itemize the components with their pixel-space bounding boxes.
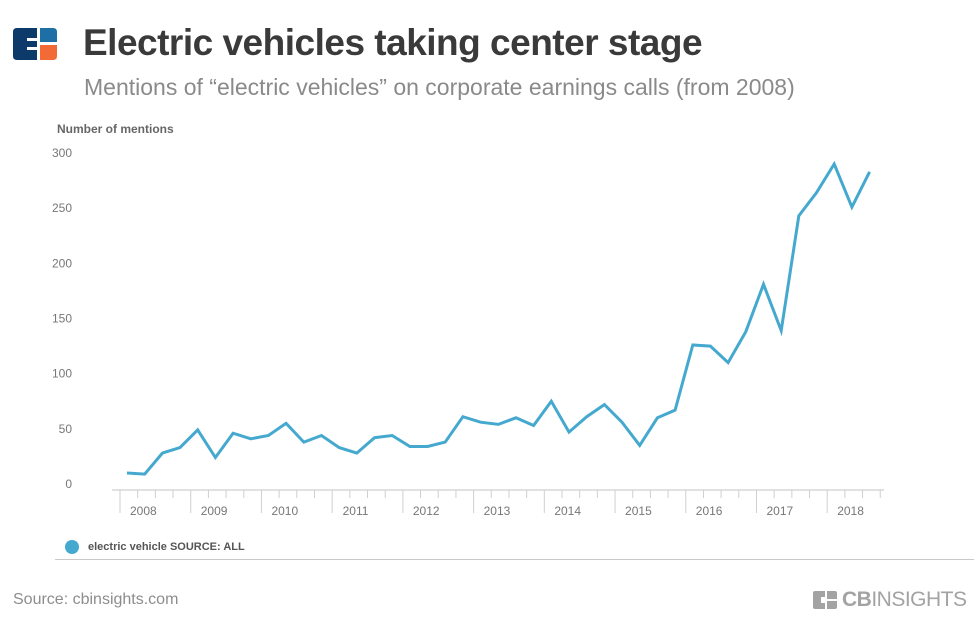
y-tick-label: 200	[52, 256, 72, 270]
y-tick-label: 300	[52, 146, 72, 160]
x-tick-label: 2018	[837, 504, 864, 518]
logo-navy-block	[13, 28, 37, 60]
y-tick-label: 150	[52, 312, 72, 326]
series-line	[126, 160, 871, 476]
legend-label: electric vehicle SOURCE: ALL	[88, 541, 245, 553]
logo-navy-bar	[27, 41, 37, 47]
brand-wordmark-light: INSIGHTS	[871, 588, 967, 611]
x-tick-label: 2014	[554, 504, 581, 518]
y-tick-label: 50	[59, 422, 73, 436]
x-tick-label: 2016	[696, 504, 723, 518]
y-tick-label: 100	[52, 367, 72, 381]
legend-divider	[55, 559, 974, 560]
x-tick-label: 2013	[484, 504, 511, 518]
legend[interactable]: electric vehicle SOURCE: ALL	[65, 540, 245, 554]
legend-marker-icon	[65, 540, 79, 554]
y-tick-label: 250	[52, 201, 72, 215]
logo-blue-block	[40, 28, 57, 42]
chart-title: Electric vehicles taking center stage	[83, 22, 703, 63]
brand-logo: CBINSIGHTS	[813, 588, 967, 612]
brand-mark-icon	[813, 591, 837, 609]
logo-orange-block	[40, 45, 57, 60]
x-tick-label: 2012	[413, 504, 440, 518]
x-tick-label: 2017	[766, 504, 793, 518]
brand-wordmark: CBINSIGHTS	[842, 588, 967, 612]
x-tick-label: 2015	[625, 504, 652, 518]
chart-subtitle: Mentions of “electric vehicles” on corpo…	[84, 74, 795, 100]
x-tick-label: 2010	[271, 504, 298, 518]
brand-wordmark-bold: CB	[842, 588, 872, 611]
x-tick-label: 2008	[130, 504, 157, 518]
y-tick-label: 0	[65, 477, 72, 491]
x-tick-label: 2011	[343, 504, 369, 518]
x-tick-label: 2009	[201, 504, 228, 518]
y-axis-label: Number of mentions	[57, 122, 174, 136]
source-note: Source: cbinsights.com	[13, 591, 179, 608]
cb-insights-logo-icon	[13, 28, 57, 60]
